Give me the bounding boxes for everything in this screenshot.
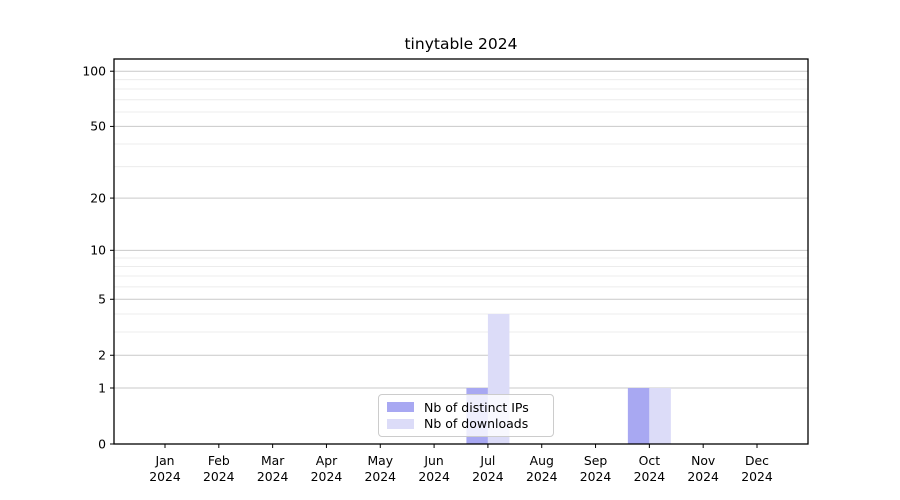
x-tick-label: Dec 2024 [741, 453, 773, 484]
legend-swatch-distinct-ips [387, 402, 414, 413]
x-tick-label: Jan 2024 [149, 453, 181, 484]
y-tick-label: 50 [90, 119, 106, 134]
x-tick-label: Apr 2024 [311, 453, 343, 484]
bar-oct-s1 [649, 388, 671, 444]
bar-oct-s0 [627, 388, 650, 444]
y-tick-label: 2 [98, 348, 106, 363]
x-tick-label: May 2024 [364, 453, 396, 484]
x-tick-label: Sep 2024 [580, 453, 612, 484]
y-tick-label: 20 [90, 190, 106, 205]
legend: Nb of distinct IPs Nb of downloads [378, 394, 554, 437]
y-tick-label: 5 [98, 292, 106, 307]
y-tick-label: 10 [90, 243, 106, 258]
x-tick-label: Aug 2024 [526, 453, 558, 484]
plot-border [113, 58, 809, 445]
x-tick-label: Oct 2024 [634, 453, 666, 484]
legend-item-downloads: Nb of downloads [387, 416, 544, 433]
legend-label-downloads: Nb of downloads [424, 416, 529, 432]
y-tick-label: 1 [98, 380, 106, 395]
y-tick-label: 100 [82, 64, 106, 79]
legend-item-distinct-ips: Nb of distinct IPs [387, 399, 544, 416]
x-tick-label: Jul 2024 [472, 453, 504, 484]
x-tick-label: Mar 2024 [257, 453, 289, 484]
x-tick-label: Jun 2024 [418, 453, 450, 484]
x-tick-label: Nov 2024 [687, 453, 719, 484]
y-tick-label: 0 [98, 436, 106, 451]
chart-title: tinytable 2024 [404, 35, 518, 53]
legend-swatch-downloads [387, 418, 414, 429]
legend-label-distinct-ips: Nb of distinct IPs [424, 399, 529, 415]
x-tick-label: Feb 2024 [203, 453, 235, 484]
